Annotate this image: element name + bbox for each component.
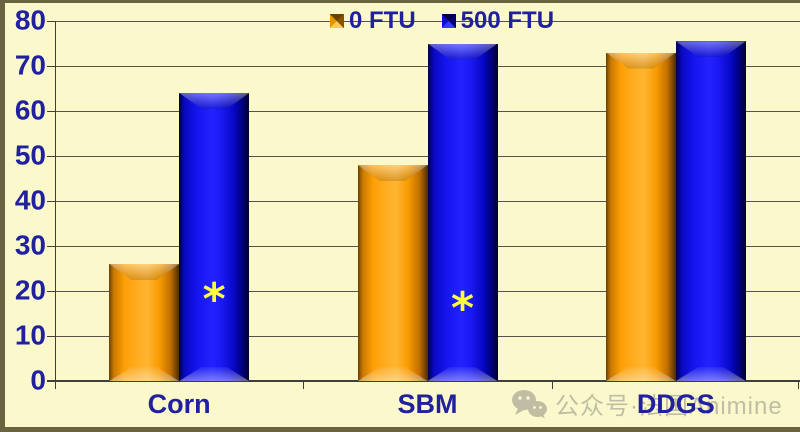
frame-border-top — [0, 0, 800, 3]
y-tick-label-10: 10 — [14, 319, 46, 351]
y-tick-label-60: 60 — [14, 94, 46, 126]
y-tick-mark — [47, 21, 56, 22]
y-tick-mark — [47, 246, 56, 247]
wechat-icon — [512, 389, 547, 418]
watermark-text: 公众号·法国Animine — [555, 393, 783, 420]
y-tick-label-30: 30 — [14, 229, 46, 261]
y-tick-label-0: 0 — [30, 364, 46, 396]
y-tick-mark — [47, 156, 56, 157]
frame-border-left — [0, 0, 5, 432]
y-tick-label-40: 40 — [14, 184, 46, 216]
bar-corn-0ftu — [109, 264, 180, 381]
x-tick-mark — [798, 382, 799, 389]
y-tick-mark — [47, 291, 56, 292]
legend-label: 500 FTU — [460, 7, 555, 34]
y-tick-mark — [47, 381, 56, 382]
x-tick-mark — [55, 382, 56, 389]
watermark: 公众号·法国Animine — [511, 386, 783, 421]
category-label-corn: Corn — [147, 389, 211, 419]
x-axis-line — [47, 380, 800, 382]
x-tick-mark — [551, 382, 553, 389]
legend-marker-square-icon — [441, 14, 456, 28]
gridline-80 — [55, 21, 800, 22]
category-label-sbm: SBM — [397, 389, 458, 419]
y-tick-mark — [47, 111, 56, 112]
category-axis: Corn SBM DDGS — [55, 389, 800, 420]
y-tick-label-70: 70 — [14, 49, 46, 81]
significance-asterisk-sbm: * — [450, 282, 475, 334]
y-tick-mark — [47, 201, 56, 202]
legend-item-500ftu: 500 FTU — [441, 7, 555, 35]
legend-label: 0 FTU — [349, 7, 416, 34]
y-tick-label-80: 80 — [14, 4, 46, 36]
bar-corn-500ftu — [179, 93, 250, 381]
y-tick-label-50: 50 — [14, 139, 46, 171]
significance-asterisk-corn: * — [202, 273, 226, 325]
frame-border-bottom — [0, 427, 800, 432]
legend-marker-square-icon — [330, 14, 344, 28]
legend-item-0ftu: 0 FTU — [330, 7, 416, 35]
x-tick-mark — [303, 382, 305, 389]
y-tick-label-20: 20 — [14, 274, 46, 306]
plot-area: * * — [55, 21, 800, 381]
bar-ddgs-500ftu — [675, 41, 746, 381]
category-label-ddgs: DDGS — [636, 389, 715, 419]
legend: 0 FTU 500 FTU — [330, 7, 554, 35]
bar-sbm-0ftu — [357, 165, 428, 381]
y-tick-mark — [47, 336, 56, 337]
bar-ddgs-0ftu — [605, 52, 676, 381]
y-axis-line — [55, 21, 56, 388]
bar-sbm-500ftu — [427, 43, 498, 381]
y-tick-mark — [47, 66, 56, 67]
